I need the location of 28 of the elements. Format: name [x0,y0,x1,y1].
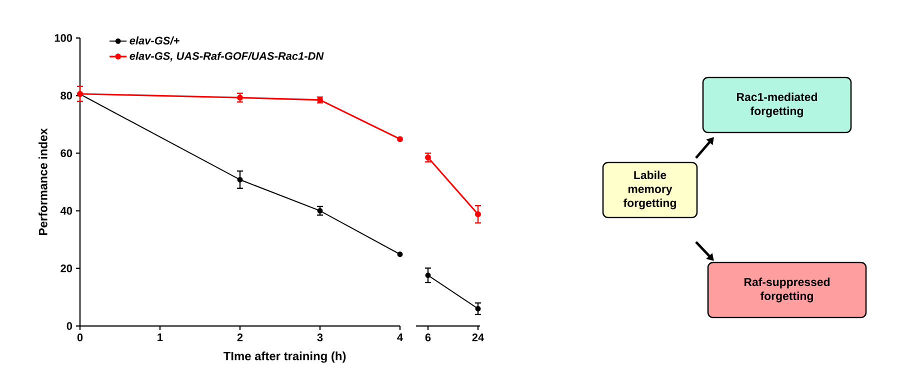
y-tick-label: 0 [66,322,72,330]
point [397,136,404,142]
x-tick-label: 2 [237,334,243,342]
point [237,94,244,101]
y-tick-label: 20 [60,264,72,272]
x-tick-label: 4 [397,334,403,342]
point [475,306,481,312]
y-tick-label: 100 [54,34,72,42]
point [475,211,482,218]
legend-label: elav-GS, UAS-Raf-GOF/UAS-Rac1-DN [130,52,324,62]
x-tick-label: 0 [77,334,83,342]
text: Rac1-mediated forgetting [737,92,817,118]
y-axis-title: Performance index [38,128,48,236]
x-tick-label: 24 [472,334,484,342]
x-axis-title: TIme after training (h) [224,352,346,363]
point [425,272,431,278]
y-tick-label: 80 [60,92,72,100]
point [237,176,243,182]
x-tick-label: 1 [158,334,163,342]
x-tick-label: 3 [317,334,323,342]
text: Labile memory forgetting [623,170,676,210]
y-tick-label: 60 [60,149,72,158]
legend-label: elav-GS/+ [130,36,180,45]
point [397,252,403,258]
x-tick-label: 6 [425,334,431,342]
point [425,154,432,161]
text: Raf-suppressed forgetting [744,278,830,302]
y-tick-label: 40 [60,206,72,215]
